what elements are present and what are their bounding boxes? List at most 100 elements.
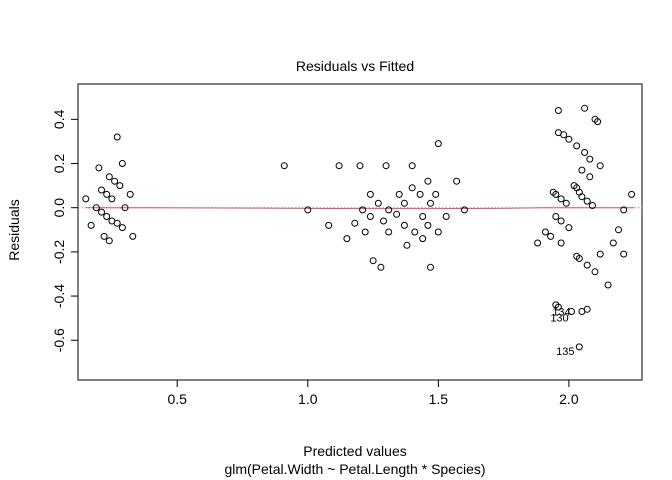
data-point (400, 221, 408, 229)
data-point (552, 190, 560, 198)
data-point (105, 237, 113, 245)
outlier-label: 130 (550, 313, 568, 325)
data-point (534, 239, 542, 247)
data-point (377, 263, 385, 271)
x-tick-label: 2.0 (559, 391, 579, 407)
data-point (586, 155, 594, 163)
data-point (126, 190, 134, 198)
data-point (552, 213, 560, 220)
data-point (575, 255, 583, 262)
data-point (591, 268, 599, 276)
data-point (103, 190, 111, 198)
chart-title: Residuals vs Fitted (296, 58, 414, 74)
plot-frame (77, 83, 643, 381)
x-tick-label: 1.5 (429, 391, 449, 407)
data-point (427, 199, 434, 207)
data-point (609, 239, 617, 247)
y-tick-label: 0.4 (51, 109, 67, 129)
data-point (578, 166, 586, 174)
data-point (304, 206, 312, 214)
data-point (586, 173, 594, 181)
outlier-label: 134 (552, 307, 570, 319)
data-point (366, 190, 374, 198)
data-point (583, 261, 591, 269)
data-point (575, 343, 583, 351)
data-point (547, 232, 555, 240)
data-point (113, 219, 121, 227)
data-point (116, 182, 124, 190)
data-point (604, 281, 612, 289)
data-point (393, 210, 401, 218)
data-point (419, 235, 427, 243)
data-point (620, 250, 628, 258)
data-point (98, 208, 105, 216)
data-point (382, 162, 390, 170)
data-point (118, 160, 126, 167)
data-point (103, 213, 111, 220)
data-point (554, 303, 562, 311)
data-point (453, 177, 461, 185)
y-tick-label: -0.4 (51, 284, 67, 308)
data-point (98, 186, 105, 194)
data-point (434, 228, 442, 236)
data-point (427, 263, 434, 271)
data-point (615, 226, 622, 234)
data-point (596, 250, 604, 258)
data-point (557, 217, 565, 225)
data-point (434, 140, 442, 148)
data-point (408, 162, 416, 170)
data-point (583, 197, 591, 205)
data-point (361, 228, 369, 236)
data-point (416, 190, 424, 198)
data-point (581, 104, 589, 112)
y-tick-label: 0.0 (51, 198, 67, 218)
data-point (557, 239, 565, 247)
data-point (95, 164, 103, 172)
x-tick-label: 1.0 (298, 391, 318, 407)
data-point (356, 162, 364, 170)
plot-border (77, 83, 643, 381)
data-point (419, 213, 427, 220)
data-point (121, 204, 129, 212)
reference-and-smooth-lines (78, 207, 642, 210)
data-point (411, 228, 419, 236)
data-point (568, 308, 575, 315)
data-point (105, 173, 113, 181)
data-point (374, 199, 382, 207)
data-point (594, 118, 602, 126)
data-point (82, 195, 90, 203)
data-point (385, 206, 393, 214)
data-point (541, 228, 549, 236)
data-point (460, 206, 468, 214)
data-point (351, 219, 359, 227)
data-point (118, 224, 126, 232)
data-point (554, 107, 562, 114)
x-tick-label: 0.5 (167, 391, 187, 407)
data-point (359, 206, 367, 214)
data-point (583, 305, 591, 313)
data-point (280, 162, 288, 170)
data-point (395, 190, 403, 198)
data-point (366, 213, 374, 220)
data-point (588, 202, 596, 209)
data-point (100, 232, 108, 240)
data-point (92, 204, 100, 212)
data-point (557, 195, 565, 203)
data-point (596, 162, 604, 170)
data-point (581, 149, 589, 156)
data-point (385, 228, 393, 236)
data-point (335, 162, 343, 170)
data-point (325, 221, 333, 229)
outlier-label: 135 (556, 346, 574, 358)
data-point (573, 142, 581, 150)
data-points (82, 104, 636, 351)
data-point (560, 131, 568, 139)
data-point (620, 206, 628, 214)
data-point (432, 190, 440, 198)
x-axis-title: Predicted values (303, 443, 407, 459)
data-point (113, 133, 121, 141)
data-point (400, 199, 408, 207)
y-tick-label: 0.2 (51, 154, 67, 174)
